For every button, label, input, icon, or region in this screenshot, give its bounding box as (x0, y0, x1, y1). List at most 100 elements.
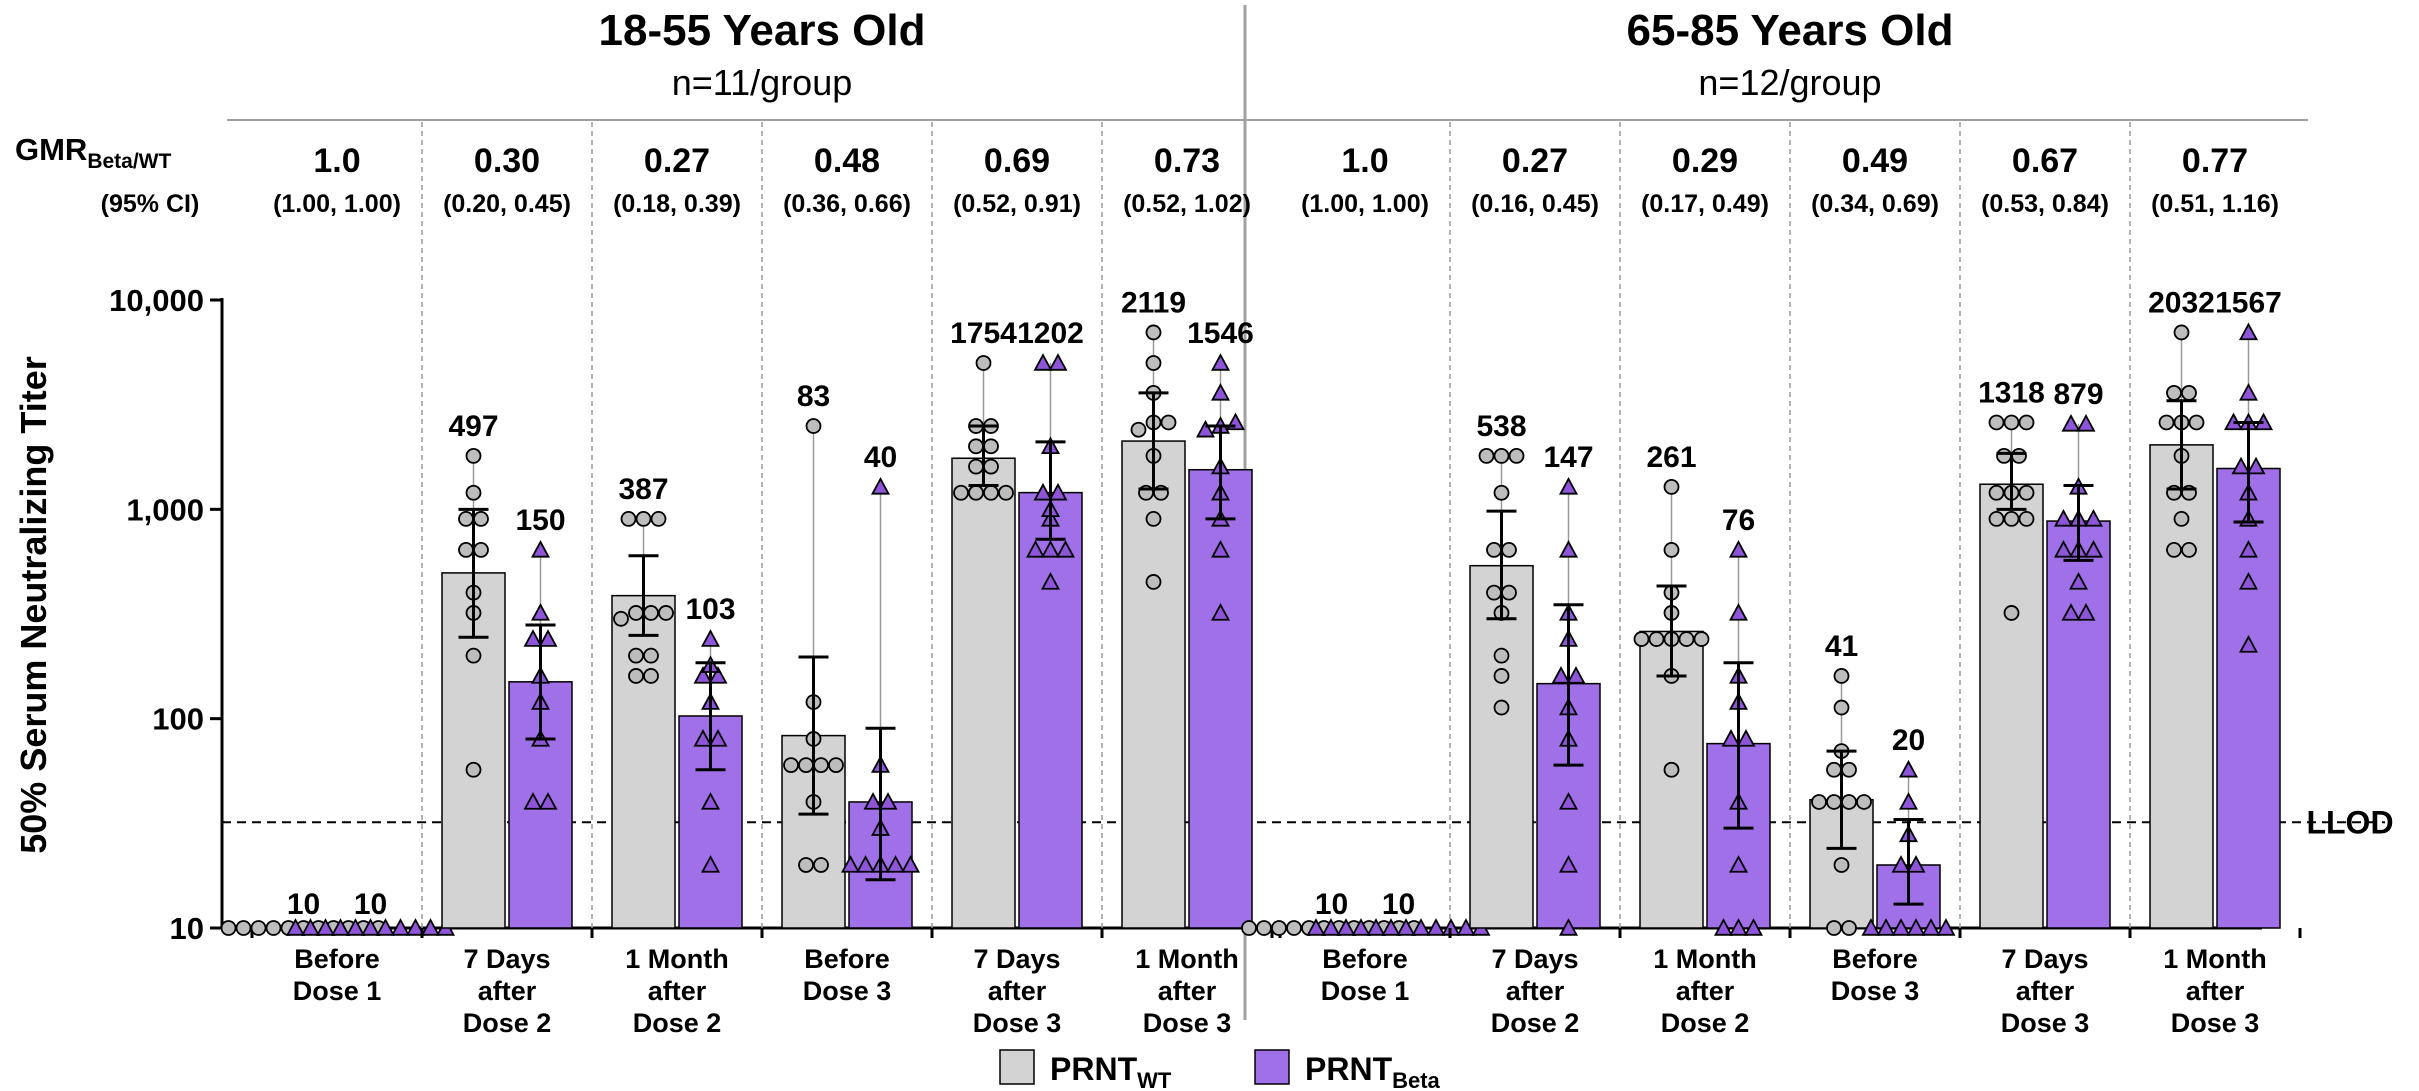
data-point-beta (693, 729, 713, 747)
bar (1979, 483, 2044, 929)
data-point-beta (523, 629, 543, 647)
data-point-beta (1728, 918, 1749, 936)
data-point-beta (1558, 792, 1579, 810)
data-point-wt (1826, 761, 1842, 778)
data-point-wt (220, 920, 237, 936)
data-point-beta (708, 729, 728, 747)
data-point-wt (458, 542, 474, 558)
data-point-wt (1130, 421, 1147, 438)
data-point-wt (650, 511, 667, 527)
data-point-wt (2181, 384, 2197, 401)
data-point-beta (2061, 603, 2081, 621)
data-point-beta (1558, 540, 1579, 558)
data-label: 40 (864, 441, 897, 474)
data-point-beta (2238, 382, 2259, 401)
data-point-wt (983, 458, 999, 475)
data-point-wt (983, 484, 999, 501)
data-point-wt (465, 484, 482, 501)
y-tick-label: 100 (152, 702, 204, 737)
data-point-beta (1336, 918, 1356, 936)
data-point-beta (1728, 603, 1749, 621)
data-point-wt (798, 857, 814, 873)
data-point-wt (1241, 920, 1257, 936)
x-tick-label: after (2186, 976, 2245, 1006)
data-point-beta (1040, 540, 1061, 558)
data-point-beta (1210, 540, 1231, 558)
data-point-beta (2238, 572, 2259, 590)
data-point-beta (1861, 918, 1881, 936)
data-point-wt (1663, 542, 1680, 558)
data-point-beta (2238, 635, 2259, 653)
gmr-value: 0.69 (984, 142, 1050, 180)
data-point-wt (643, 605, 659, 621)
data-point-beta (1551, 666, 1571, 684)
bar (1188, 468, 1253, 929)
data-point-wt (235, 920, 252, 936)
data-point-wt (2173, 324, 2190, 341)
data-point-wt (1663, 478, 1680, 495)
gmr-value: 0.49 (1842, 142, 1908, 180)
data-point-beta (2231, 456, 2251, 475)
gmr-ci: (1.00, 1.00) (273, 190, 401, 218)
data-label: 41 (1825, 630, 1858, 663)
data-point-beta (360, 918, 381, 936)
data-point-wt (2166, 384, 2182, 401)
data-point-wt (458, 511, 474, 527)
data-point-beta (390, 918, 411, 936)
data-point-wt (1256, 920, 1272, 936)
data-point-wt (1841, 794, 1857, 810)
data-point-beta (1210, 382, 1231, 401)
data-point-beta (870, 476, 891, 495)
data-label: 387 (618, 473, 668, 506)
data-label: 10 (1382, 888, 1415, 921)
data-label: 1318 (1978, 376, 2045, 409)
data-point-beta (1566, 666, 1586, 684)
data-point-wt (783, 757, 799, 774)
data-point-wt (2003, 414, 2020, 431)
legend-label: PRNTWT (1050, 1051, 1172, 1091)
gmr-header-label: GMRBeta/WT (15, 132, 172, 173)
panel-title: 65-85 Years Old (1627, 6, 1954, 55)
x-tick-label: Dose 3 (973, 1008, 1062, 1038)
gmr-ci: (0.34, 0.69) (1811, 190, 1939, 218)
data-point-wt (2018, 484, 2035, 501)
gmr-value: 0.30 (474, 142, 540, 180)
x-tick-label: 1 Month (2163, 944, 2266, 974)
gmr-ci: (0.36, 0.66) (783, 190, 911, 218)
data-point-wt (1145, 324, 1162, 341)
data-point-wt (1811, 794, 1827, 810)
data-point-wt (1493, 668, 1510, 684)
data-point-wt (1678, 631, 1695, 647)
data-point-beta (1898, 792, 1919, 810)
data-point-wt (628, 668, 644, 684)
y-tick-label: 10,000 (109, 283, 204, 318)
data-point-wt (1501, 584, 1517, 601)
data-point-beta (700, 629, 721, 647)
data-point-beta (693, 666, 713, 684)
data-point-wt (1160, 414, 1177, 431)
data-point-wt (1833, 857, 1850, 873)
data-point-beta (2238, 540, 2259, 558)
data-point-beta (1558, 918, 1579, 936)
gmr-value: 0.73 (1154, 142, 1220, 180)
data-point-wt (968, 484, 984, 501)
bar (611, 594, 676, 929)
data-point-wt (1996, 447, 2012, 464)
data-point-wt (1693, 631, 1710, 647)
data-point-wt (2011, 447, 2027, 464)
data-point-beta (1055, 540, 1076, 558)
data-point-wt (465, 647, 482, 664)
data-point-beta (1921, 918, 1941, 936)
data-point-wt (643, 668, 659, 684)
data-label: 2119 (1121, 286, 1186, 319)
data-label: 147 (1543, 441, 1593, 474)
panel-subtitle: n=11/group (672, 62, 853, 103)
data-point-beta (1048, 482, 1068, 501)
data-point-wt (983, 438, 999, 455)
data-point-beta (1891, 918, 1911, 936)
data-point-beta (2076, 603, 2096, 621)
data-point-beta (1743, 918, 1764, 936)
data-point-wt (1841, 761, 1857, 778)
x-tick-label: Dose 1 (293, 976, 382, 1006)
legend: PRNTWT PRNTBeta (999, 1049, 1441, 1091)
